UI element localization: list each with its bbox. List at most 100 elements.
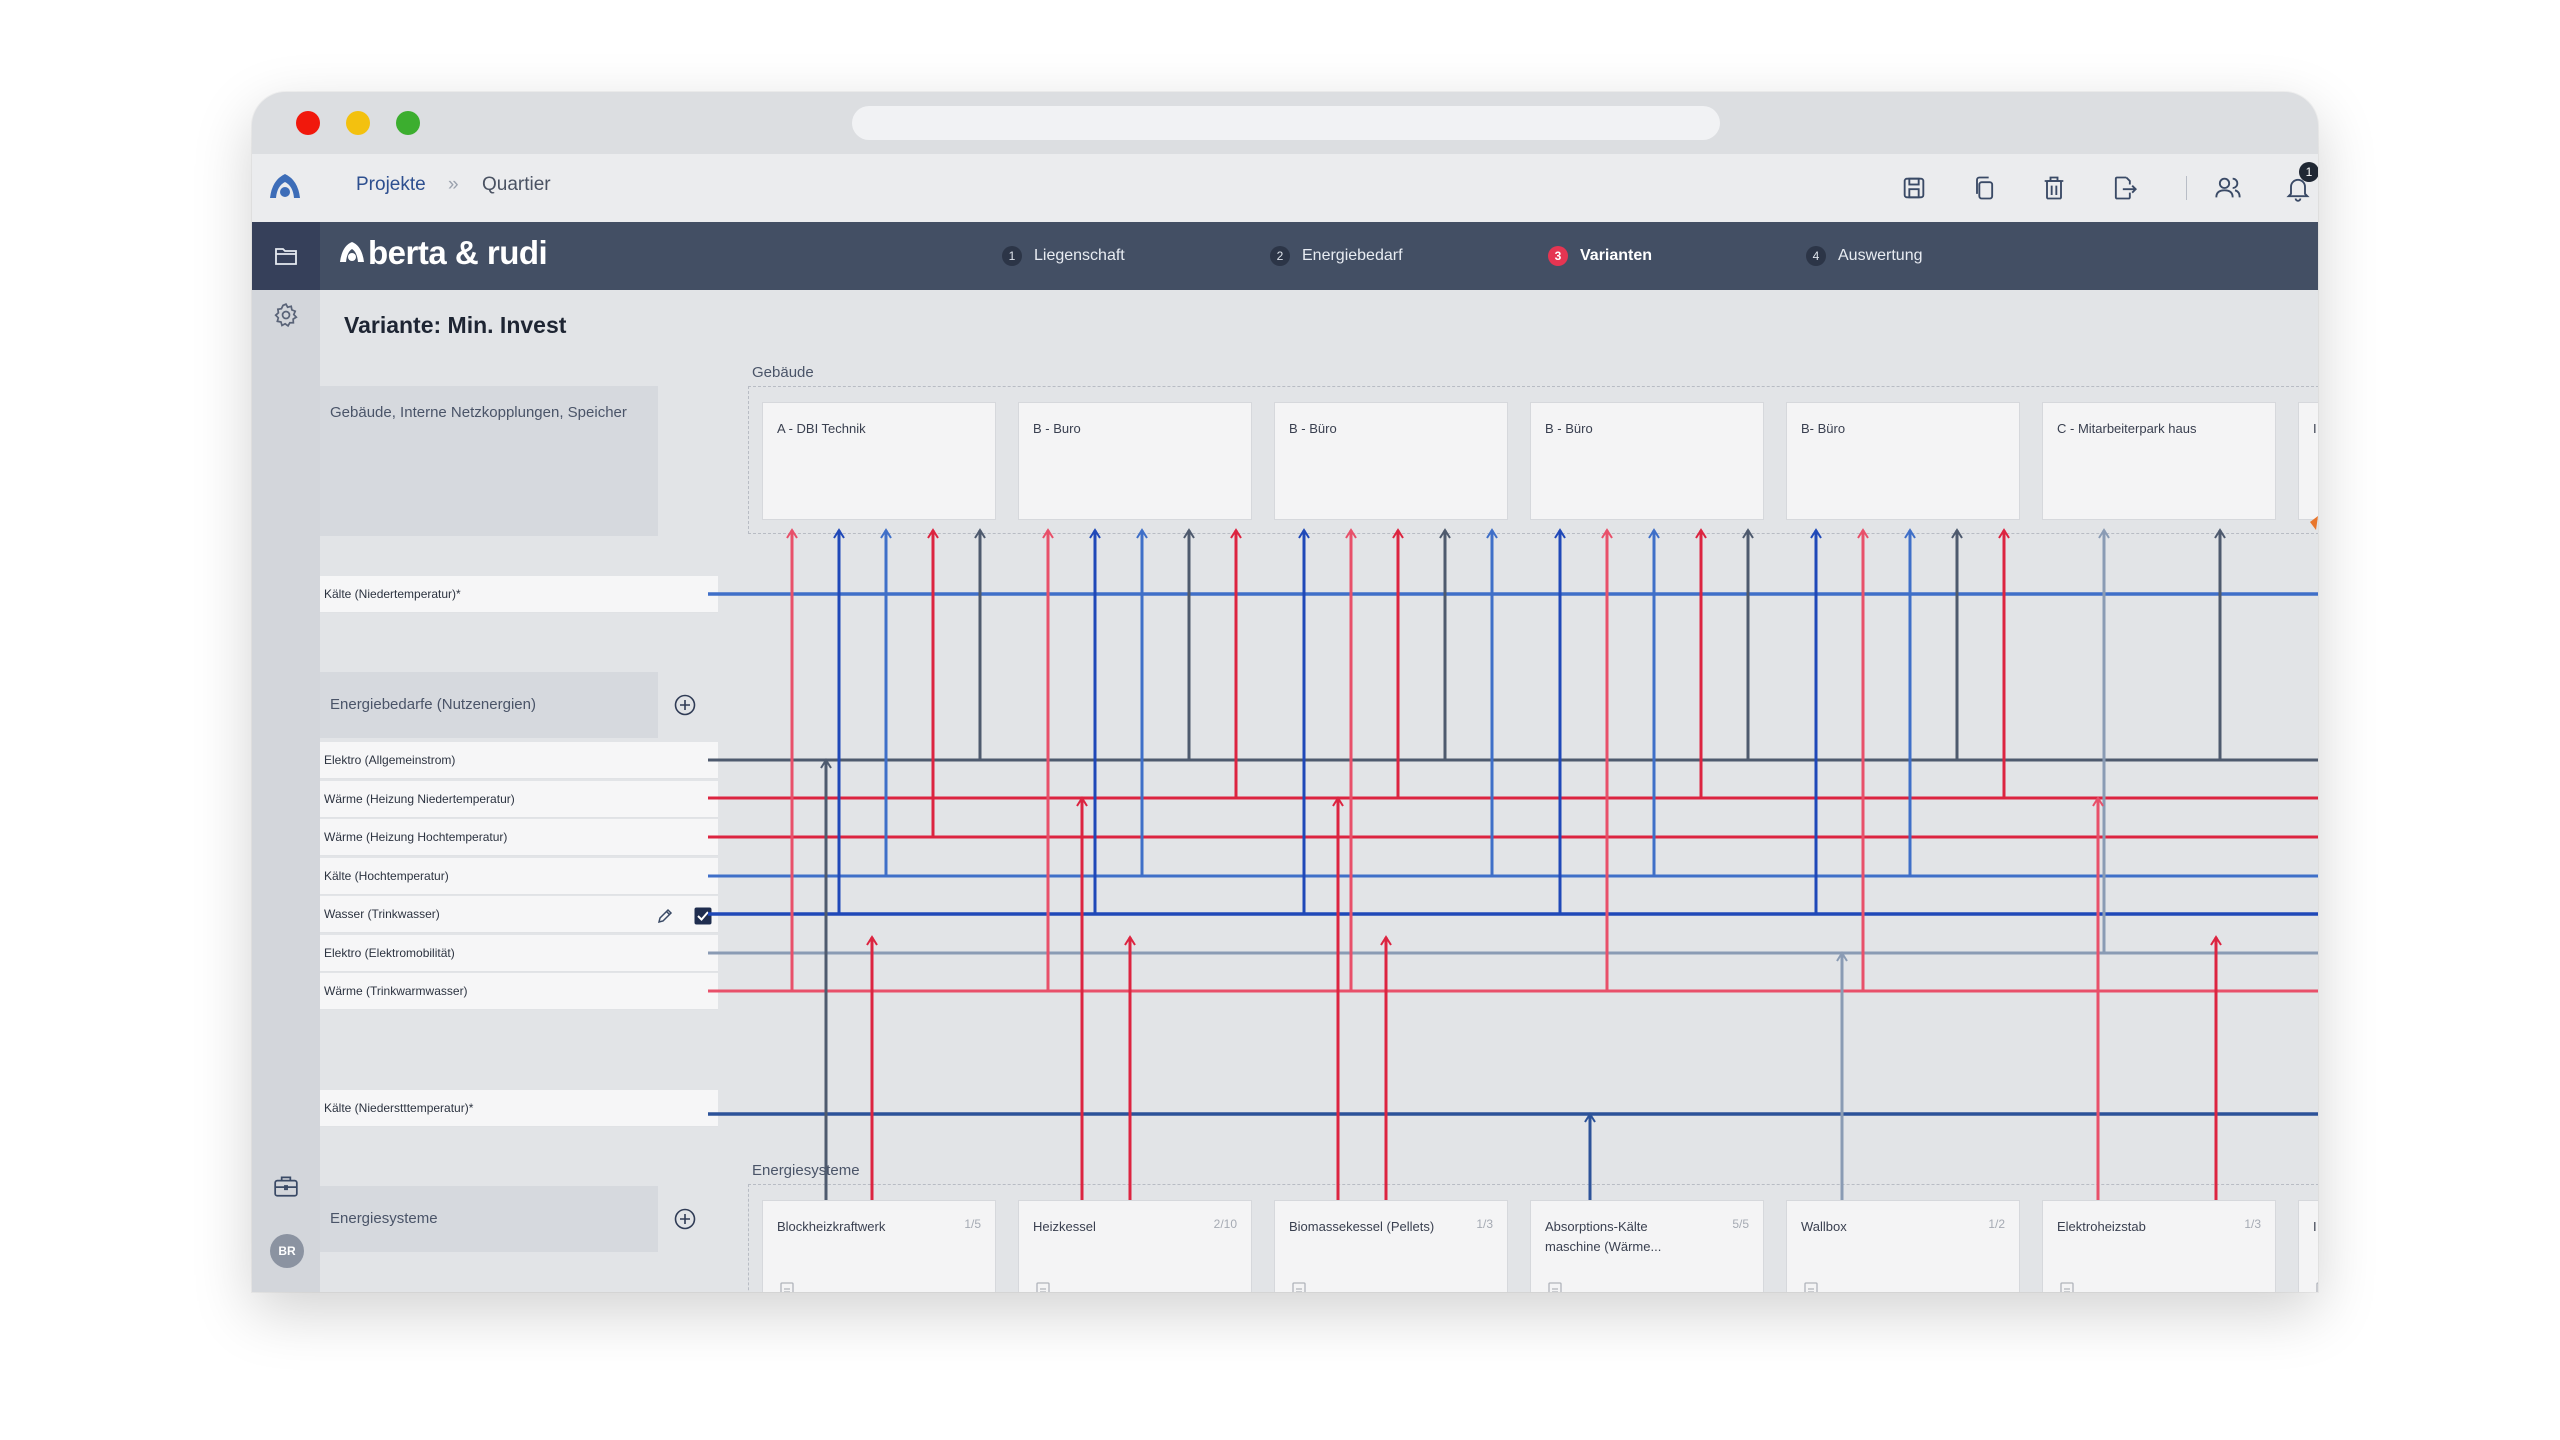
section-label-systems: Energiesysteme <box>752 1162 860 1179</box>
step-label: Varianten <box>1580 247 1653 264</box>
briefcase-icon[interactable] <box>273 1174 299 1198</box>
connection-arrow <box>1742 528 1754 539</box>
avatar[interactable]: BR <box>270 1234 304 1268</box>
connection-arrow <box>1648 528 1660 539</box>
network-label-bottom: Kälte (Niederstttemperatur)* <box>324 1101 474 1115</box>
add-demand-icon[interactable] <box>674 694 696 716</box>
settings-icon[interactable] <box>273 302 299 328</box>
group-demands-label: Energiebedarfe (Nutzenergien) <box>330 696 536 713</box>
breadcrumb-projects[interactable]: Projekte <box>356 174 426 195</box>
edit-pencil-icon[interactable] <box>656 907 674 925</box>
system-type-icon <box>1292 1282 1306 1292</box>
demand-label: Wasser (Trinkwasser) <box>324 907 440 921</box>
add-system-icon[interactable] <box>674 1208 696 1230</box>
system-type-icon <box>1804 1282 1818 1292</box>
system-card[interactable]: Absorptions-Kälte maschine (Wärme... 5/5 <box>1530 1200 1764 1292</box>
brand-name: berta & rudi <box>368 234 548 271</box>
bell-icon[interactable] <box>2284 174 2312 202</box>
address-bar[interactable] <box>852 106 1720 140</box>
connection-arrow <box>927 528 939 539</box>
delete-icon[interactable] <box>2040 174 2068 202</box>
building-name: B - Büro <box>1289 421 1337 436</box>
system-card[interactable]: Blockheizkraftwerk 1/5 <box>762 1200 996 1292</box>
network-row-bottom[interactable]: Kälte (Niederstttemperatur)* <box>320 1090 718 1127</box>
checkbox-icon[interactable] <box>694 907 712 925</box>
system-card[interactable]: I <box>2298 1200 2318 1292</box>
step-4[interactable]: 4 Auswertung <box>1806 244 1923 268</box>
building-card[interactable]: A - DBI Technik <box>762 402 996 520</box>
connection-arrow <box>1810 528 1822 539</box>
building-card[interactable]: B - Büro <box>1274 402 1508 520</box>
building-name: B - Buro <box>1033 421 1081 436</box>
demand-row[interactable]: Elektro (Elektromobilität) <box>320 934 718 972</box>
brand-logo[interactable]: berta & rudi <box>338 234 548 272</box>
building-card[interactable]: B- Büro <box>1786 402 2020 520</box>
minimize-window-button[interactable] <box>346 111 370 135</box>
folder-icon[interactable] <box>274 245 298 267</box>
systems-frame <box>748 1184 2318 1292</box>
demand-label: Elektro (Allgemeinstrom) <box>324 753 456 767</box>
system-name: Wallbox <box>1801 1219 1847 1234</box>
demand-row[interactable]: Elektro (Allgemeinstrom) <box>320 742 718 779</box>
brand-mark-icon <box>340 242 364 262</box>
demand-row[interactable]: Wärme (Trinkwarmwasser) <box>320 973 718 1010</box>
folder-nav-cell[interactable] <box>252 222 320 290</box>
demand-row[interactable]: Wärme (Heizung Hochtemperatur) <box>320 819 718 856</box>
system-type-icon <box>2060 1282 2074 1292</box>
app-logo-icon[interactable] <box>266 168 304 206</box>
system-count: 1/2 <box>1988 1217 2005 1231</box>
building-card[interactable]: B - Büro <box>1530 402 1764 520</box>
system-card[interactable]: Biomassekessel (Pellets) 1/3 <box>1274 1200 1508 1292</box>
demand-row[interactable]: Kälte (Hochtemperatur) <box>320 857 718 895</box>
building-name: B - Büro <box>1545 421 1593 436</box>
system-type-icon <box>780 1282 794 1292</box>
connection-arrow <box>1042 528 1054 539</box>
building-card[interactable]: I <box>2298 402 2318 520</box>
connection-arrow <box>1136 528 1148 539</box>
demand-label: Elektro (Elektromobilität) <box>324 945 455 960</box>
network-row-top[interactable]: Kälte (Niedertemperatur)* <box>320 576 718 613</box>
copy-icon[interactable] <box>1970 174 1998 202</box>
demand-row[interactable]: Wärme (Heizung Niedertemperatur) <box>320 780 718 818</box>
group-buildings: Gebäude, Interne Netzkopplungen, Speiche… <box>320 386 658 536</box>
step-number: 3 <box>1548 246 1568 266</box>
connection-arrow <box>2098 528 2110 539</box>
save-icon[interactable] <box>1900 174 1928 202</box>
left-rail: BR <box>252 290 320 1292</box>
users-icon[interactable] <box>2214 174 2242 202</box>
building-card[interactable]: C - Mitarbeiterpark haus <box>2042 402 2276 520</box>
system-type-icon <box>2316 1282 2318 1292</box>
toolbar-divider <box>2186 176 2187 200</box>
step-1[interactable]: 1 Liegenschaft <box>1002 244 1125 268</box>
step-2[interactable]: 2 Energiebedarf <box>1270 244 1403 268</box>
demand-label: Kälte (Hochtemperatur) <box>324 868 449 883</box>
demand-label: Wärme (Heizung Hochtemperatur) <box>324 830 508 844</box>
connection-arrow <box>1951 528 1963 539</box>
connection-arrow <box>833 528 845 539</box>
connection-arrow <box>1298 528 1310 539</box>
connection-arrow <box>1345 528 1357 539</box>
connection-arrow <box>786 528 798 539</box>
demand-label: Wärme (Trinkwarmwasser) <box>324 984 468 998</box>
demand-row[interactable]: Wasser (Trinkwasser) <box>320 896 718 933</box>
building-name: C - Mitarbeiterpark haus <box>2057 421 2197 436</box>
connection-arrow <box>820 758 832 769</box>
system-card[interactable]: Wallbox 1/2 <box>1786 1200 2020 1292</box>
export-icon[interactable] <box>2110 174 2138 202</box>
page-title: Variante: Min. Invest <box>344 312 567 338</box>
connection-arrow <box>2210 935 2222 946</box>
system-card[interactable]: Elektroheizstab 1/3 <box>2042 1200 2276 1292</box>
warning-marker-icon <box>2310 516 2318 530</box>
connection-arrow <box>1836 951 1848 962</box>
system-card[interactable]: Heizkessel 2/10 <box>1018 1200 1252 1292</box>
notification-badge: 1 <box>2299 162 2318 182</box>
step-3[interactable]: 3 Varianten <box>1548 244 1652 268</box>
connection-arrow <box>866 935 878 946</box>
connection-arrow <box>1230 528 1242 539</box>
connection-arrow <box>880 528 892 539</box>
close-window-button[interactable] <box>296 111 320 135</box>
demand-label: Wärme (Heizung Niedertemperatur) <box>324 791 515 806</box>
building-card[interactable]: B - Buro <box>1018 402 1252 520</box>
step-label: Liegenschaft <box>1034 247 1125 264</box>
maximize-window-button[interactable] <box>396 111 420 135</box>
